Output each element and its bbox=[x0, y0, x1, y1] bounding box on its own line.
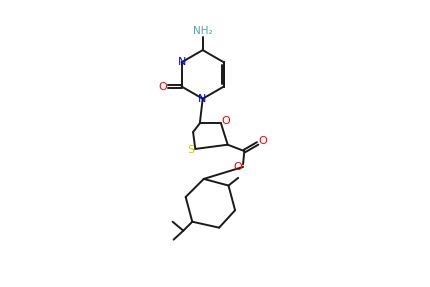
Text: N: N bbox=[198, 94, 206, 104]
Text: O: O bbox=[233, 162, 242, 172]
Text: O: O bbox=[221, 116, 229, 126]
Text: S: S bbox=[187, 145, 194, 155]
Text: N: N bbox=[177, 57, 186, 67]
Text: O: O bbox=[258, 136, 267, 146]
Text: NH₂: NH₂ bbox=[193, 26, 212, 36]
Text: O: O bbox=[158, 82, 166, 92]
